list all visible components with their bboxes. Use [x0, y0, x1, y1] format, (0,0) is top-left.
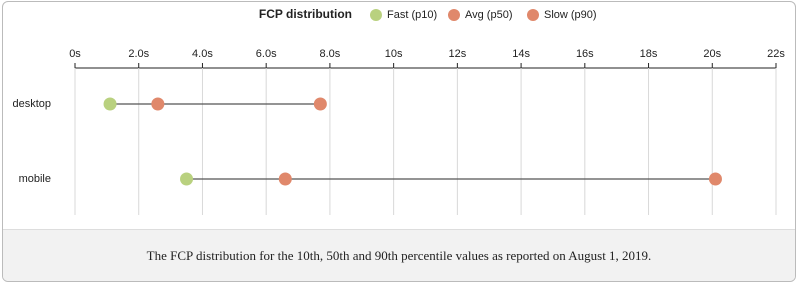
- x-tick-label: 18s: [640, 48, 658, 60]
- y-category-label: desktop: [12, 98, 51, 110]
- caption: The FCP distribution for the 10th, 50th …: [3, 229, 795, 281]
- dot: [708, 172, 722, 186]
- dot: [313, 97, 327, 111]
- x-tick-label: 0s: [69, 48, 81, 60]
- legend-marker: [448, 9, 460, 21]
- x-tick-label: 14s: [512, 48, 530, 60]
- x-tick-label: 20s: [703, 48, 721, 60]
- figure: The FCP distribution for the 10th, 50th …: [2, 1, 796, 282]
- legend-label: Fast (p10): [387, 9, 437, 21]
- x-tick-label: 6.0s: [256, 48, 277, 60]
- x-tick-label: 16s: [576, 48, 594, 60]
- y-category-label: mobile: [19, 173, 51, 185]
- dot: [103, 97, 117, 111]
- x-tick-label: 2.0s: [128, 48, 149, 60]
- dot: [278, 172, 292, 186]
- dot: [180, 172, 194, 186]
- x-tick-label: 22s: [767, 48, 785, 60]
- dot: [151, 97, 165, 111]
- legend-marker: [370, 9, 382, 21]
- x-tick-label: 4.0s: [192, 48, 213, 60]
- legend-label: Avg (p50): [465, 9, 513, 21]
- x-tick-label: 12s: [448, 48, 466, 60]
- legend-title: FCP distribution: [259, 7, 352, 21]
- chart: FCP distribution Fast (p10) Avg (p50) Slow…: [12, 7, 785, 215]
- x-tick-label: 10s: [385, 48, 403, 60]
- legend-marker: [527, 9, 539, 21]
- x-tick-label: 8.0s: [320, 48, 341, 60]
- legend-label: Slow (p90): [544, 9, 597, 21]
